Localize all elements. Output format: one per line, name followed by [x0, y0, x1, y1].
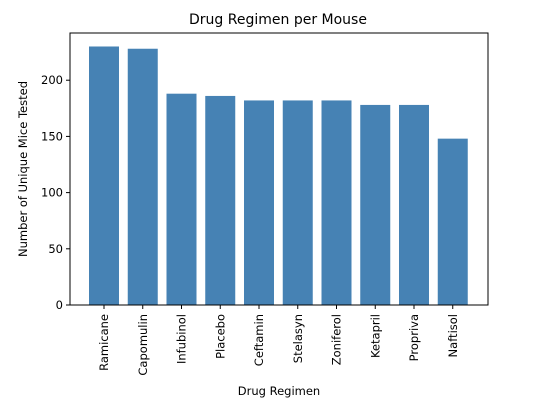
bar-capomulin [127, 48, 158, 306]
bar-placebo [205, 95, 236, 305]
x-tick-label-capomulin: Capomulin [136, 314, 150, 376]
bar-ketapril [360, 104, 391, 306]
y-axis-label: Number of Unique Mice Tested [16, 81, 30, 257]
bar-ramicane [89, 46, 119, 306]
y-tick-label-0: 0 [56, 298, 63, 312]
bar-propriva [399, 104, 429, 306]
x-tick-label-zoniferol: Zoniferol [330, 314, 344, 365]
x-tick-label-ketapril: Ketapril [368, 314, 382, 358]
y-tick-label-200: 200 [41, 73, 63, 87]
x-tick-label-stelasyn: Stelasyn [291, 314, 305, 363]
y-tick-label-150: 150 [41, 129, 63, 143]
bar-stelasyn [282, 100, 313, 305]
bar-infubinol [166, 93, 197, 305]
bar-zoniferol [321, 100, 352, 305]
bars-group [89, 46, 468, 306]
x-tick-label-ramicane: Ramicane [97, 314, 111, 371]
x-tick-label-infubinol: Infubinol [175, 314, 189, 364]
bar-naftisol [437, 138, 468, 305]
plot-frame [69, 32, 489, 306]
x-axis: Ramicane Capomulin Infubinol Placebo Ceftami… [97, 305, 460, 376]
x-tick-label-naftisol: Naftisol [446, 314, 460, 357]
x-axis-label: Drug Regimen [238, 384, 320, 398]
x-tick-label-ceftamin: Ceftamin [252, 314, 266, 366]
chart-title: Drug Regimen per Mouse [189, 12, 367, 28]
bar-ceftamin [244, 100, 274, 305]
x-tick-label-propriva: Propriva [407, 314, 421, 361]
y-tick-label-50: 50 [48, 242, 63, 256]
y-axis: 0 50 100 150 200 [41, 73, 70, 312]
x-tick-label-placebo: Placebo [213, 314, 227, 359]
y-tick-label-100: 100 [41, 186, 63, 200]
